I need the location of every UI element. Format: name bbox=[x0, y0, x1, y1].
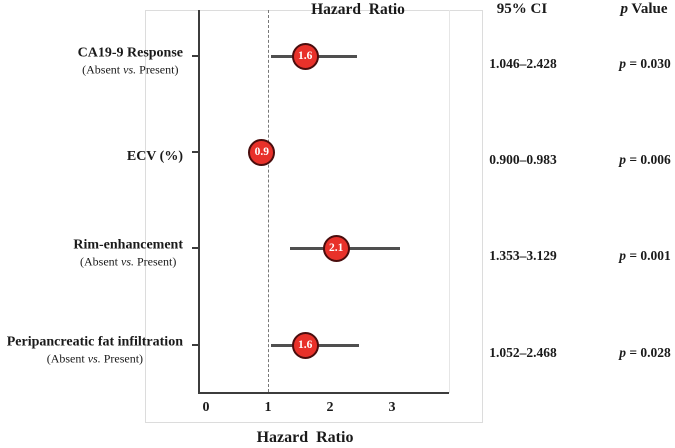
p-number: = 0.030 bbox=[625, 56, 671, 71]
y-axis-tick bbox=[192, 151, 199, 153]
hr-point-marker: 1.6 bbox=[291, 42, 319, 70]
chart-frame bbox=[145, 10, 483, 423]
p-value: p = 0.028 bbox=[583, 344, 675, 362]
hr-point-marker: 0.9 bbox=[248, 138, 276, 166]
row-label-sub: (Absent vs. Present) bbox=[47, 352, 143, 367]
x-tick-label: 2 bbox=[326, 400, 334, 415]
row-label-main: ECV (%) bbox=[126, 149, 183, 164]
p-value: p = 0.030 bbox=[583, 55, 675, 73]
x-axis-line bbox=[198, 392, 449, 394]
row-label-peripancreatic-fat: Peripancreatic fat infiltration (Absent … bbox=[7, 334, 183, 367]
sub-pre: (Absent bbox=[82, 62, 124, 77]
row-label-ca19-9: CA19-9 Response (Absent vs. Present) bbox=[78, 45, 183, 78]
sub-pre: (Absent bbox=[46, 351, 88, 366]
row-label-ecv: ECV (%) bbox=[127, 148, 183, 166]
sub-post: Present) bbox=[100, 351, 144, 366]
y-axis-tick bbox=[192, 344, 199, 346]
sub-vs: vs. bbox=[121, 254, 134, 269]
sub-vs: vs. bbox=[87, 351, 101, 366]
row-label-main: CA19-9 Response bbox=[77, 45, 183, 61]
ci-value: 1.052–2.468 bbox=[489, 345, 557, 360]
plot-area-right-border bbox=[449, 10, 450, 393]
p-number: = 0.001 bbox=[625, 248, 671, 263]
p-value: p = 0.006 bbox=[583, 151, 675, 169]
x-tick-label: 3 bbox=[388, 400, 396, 415]
ci-column-header: 95% CI bbox=[496, 1, 548, 17]
ci-value: 1.353–3.129 bbox=[489, 248, 557, 263]
hr-point-marker: 2.1 bbox=[322, 234, 350, 262]
row-label-main: Peripancreatic fat infiltration bbox=[6, 334, 183, 350]
row-label-main: Rim-enhancement bbox=[73, 237, 183, 253]
p-header-rest: Value bbox=[627, 1, 668, 17]
hr-point-marker: 1.6 bbox=[291, 331, 319, 359]
row-label-sub: (Absent vs. Present) bbox=[80, 255, 176, 270]
ci-value: 1.046–2.428 bbox=[489, 56, 557, 71]
reference-line-hr1 bbox=[267, 10, 269, 392]
x-tick-label: 0 bbox=[202, 400, 210, 415]
p-symbol: p bbox=[619, 56, 626, 71]
p-symbol: p bbox=[619, 152, 626, 167]
p-symbol: p bbox=[619, 248, 626, 263]
x-axis-title: Hazard Ratio bbox=[256, 429, 354, 446]
p-column-header: p Value bbox=[582, 0, 675, 19]
sub-post: Present) bbox=[136, 62, 179, 77]
p-symbol: p bbox=[619, 345, 626, 360]
sub-pre: (Absent bbox=[80, 254, 121, 269]
p-number: = 0.028 bbox=[625, 345, 671, 360]
p-symbol: p bbox=[620, 1, 628, 17]
plot-title: Hazard Ratio bbox=[311, 1, 405, 18]
p-number: = 0.006 bbox=[625, 152, 671, 167]
y-axis-tick bbox=[192, 247, 199, 249]
ci-value: 0.900–0.983 bbox=[489, 152, 557, 167]
row-label-sub: (Absent vs. Present) bbox=[82, 63, 178, 78]
sub-vs: vs. bbox=[123, 62, 137, 77]
p-value: p = 0.001 bbox=[583, 247, 675, 265]
x-tick-label: 1 bbox=[264, 400, 272, 415]
row-label-rim-enhancement: Rim-enhancement (Absent vs. Present) bbox=[73, 237, 183, 270]
sub-post: Present) bbox=[134, 254, 177, 269]
y-axis-line bbox=[198, 10, 200, 393]
y-axis-tick bbox=[192, 55, 199, 57]
